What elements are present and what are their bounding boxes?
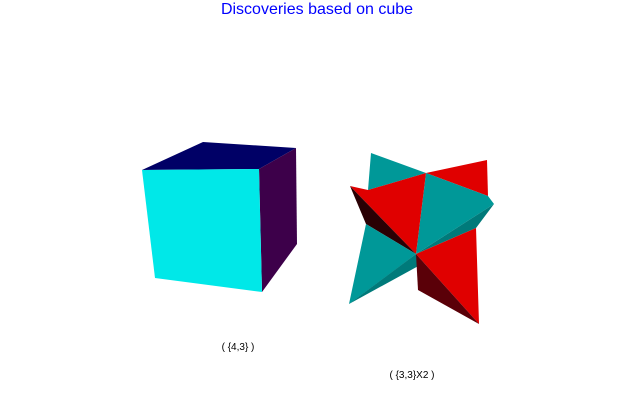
stella-face bbox=[350, 173, 426, 254]
stella-face bbox=[416, 254, 479, 324]
figure-title: Discoveries based on cube bbox=[221, 1, 413, 18]
stella-face bbox=[350, 186, 416, 254]
stella-face bbox=[349, 254, 422, 304]
stella-octangula-polyhedron bbox=[349, 153, 494, 324]
stella-face bbox=[416, 173, 494, 254]
cube-top-face bbox=[142, 142, 296, 170]
cube-front-face bbox=[142, 169, 262, 292]
stella-face bbox=[416, 228, 479, 324]
cube-polyhedron bbox=[142, 142, 297, 292]
stella-label: ( {3,3}X2 ) bbox=[389, 370, 434, 381]
stella-face bbox=[426, 160, 488, 196]
stella-face bbox=[416, 204, 494, 254]
stella-face bbox=[368, 153, 426, 190]
cube-side-face bbox=[259, 148, 297, 292]
stella-face bbox=[349, 224, 416, 304]
cube-label: ( {4,3} ) bbox=[222, 342, 255, 353]
